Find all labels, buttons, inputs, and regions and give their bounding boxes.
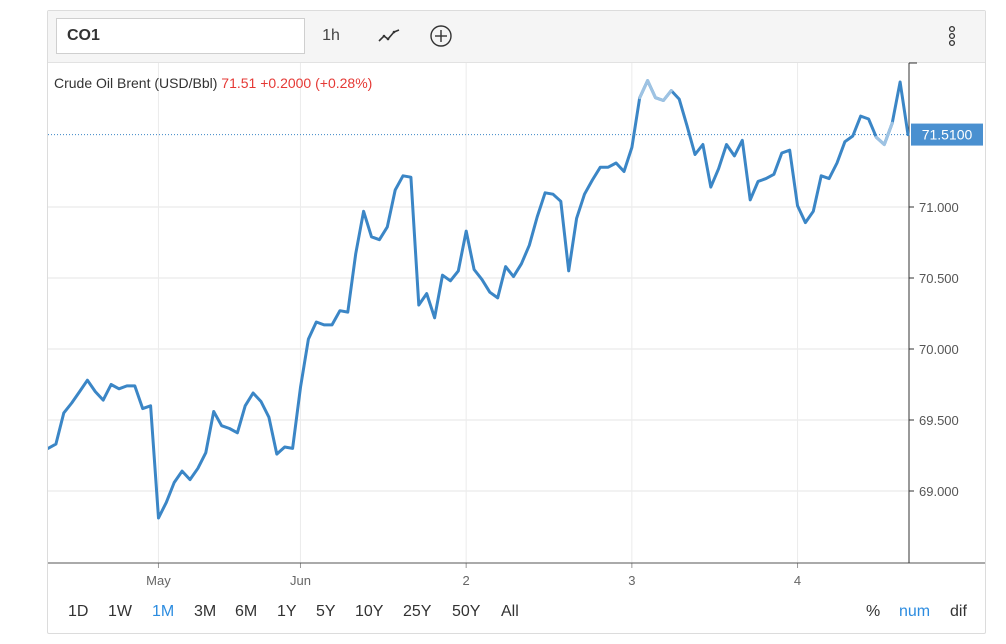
- x-tick-label: 4: [794, 573, 801, 588]
- chart-legend: Crude Oil Brent (USD/Bbl) 71.51 +0.2000 …: [54, 75, 372, 91]
- price-chart[interactable]: May Jun 2 3 4 69.000 69.500 70.000 70.500 71.000 7…: [48, 11, 985, 591]
- range-6m[interactable]: 6M: [235, 603, 258, 620]
- x-tick-label: May: [146, 573, 171, 588]
- range-10y[interactable]: 10Y: [355, 603, 384, 620]
- range-all[interactable]: All: [501, 603, 519, 620]
- instrument-name: Crude Oil Brent (USD/Bbl): [54, 75, 218, 91]
- chart-menu-button[interactable]: [937, 21, 967, 51]
- legend-change-pct: (+0.28%): [315, 75, 373, 91]
- price-line-highlight: [874, 121, 894, 146]
- x-tick-label: Jun: [290, 573, 311, 588]
- chart-widget: 1h May Jun 2 3 4 69.000 69.500 70.000 70.500 71.0…: [47, 10, 986, 634]
- mode-dif[interactable]: dif: [950, 603, 967, 620]
- symbol-input[interactable]: [56, 18, 305, 54]
- last-price-tag: [911, 123, 983, 146]
- range-selector: 1D 1W 1M 3M 6M 1Y 5Y 10Y 25Y 50Y All % n…: [48, 599, 985, 625]
- legend-price: 71.51: [221, 75, 257, 91]
- range-1w[interactable]: 1W: [108, 603, 132, 620]
- chart-toolbar: 1h: [48, 11, 985, 63]
- y-tick-label: 69.500: [919, 413, 959, 428]
- price-line: [48, 79, 910, 520]
- y-tick-label: 70.000: [919, 342, 959, 357]
- mode-percent[interactable]: %: [866, 603, 881, 620]
- range-5y[interactable]: 5Y: [316, 603, 336, 620]
- y-tick-label: 69.000: [919, 484, 959, 499]
- vertical-ellipsis-icon: [937, 21, 967, 51]
- plus-circle-icon: [426, 21, 456, 51]
- x-tick-label: 3: [628, 573, 635, 588]
- add-indicator-button[interactable]: [426, 21, 456, 51]
- range-50y[interactable]: 50Y: [452, 603, 481, 620]
- range-3m[interactable]: 3M: [194, 603, 217, 620]
- range-1m[interactable]: 1M: [152, 603, 175, 620]
- chart-type-button[interactable]: [374, 21, 404, 51]
- y-tick-label: 71.000: [919, 200, 959, 215]
- interval-selector[interactable]: 1h: [322, 27, 340, 44]
- x-tick-label: 2: [463, 573, 470, 588]
- range-1y[interactable]: 1Y: [277, 603, 297, 620]
- legend-change: +0.2000: [260, 75, 312, 91]
- price-line-highlight: [638, 79, 673, 102]
- last-price-label: 71.5100: [922, 127, 973, 143]
- range-1d[interactable]: 1D: [68, 603, 89, 620]
- line-chart-icon: [374, 21, 404, 51]
- range-25y[interactable]: 25Y: [403, 603, 432, 620]
- y-tick-label: 70.500: [919, 271, 959, 286]
- mode-num[interactable]: num: [899, 603, 931, 620]
